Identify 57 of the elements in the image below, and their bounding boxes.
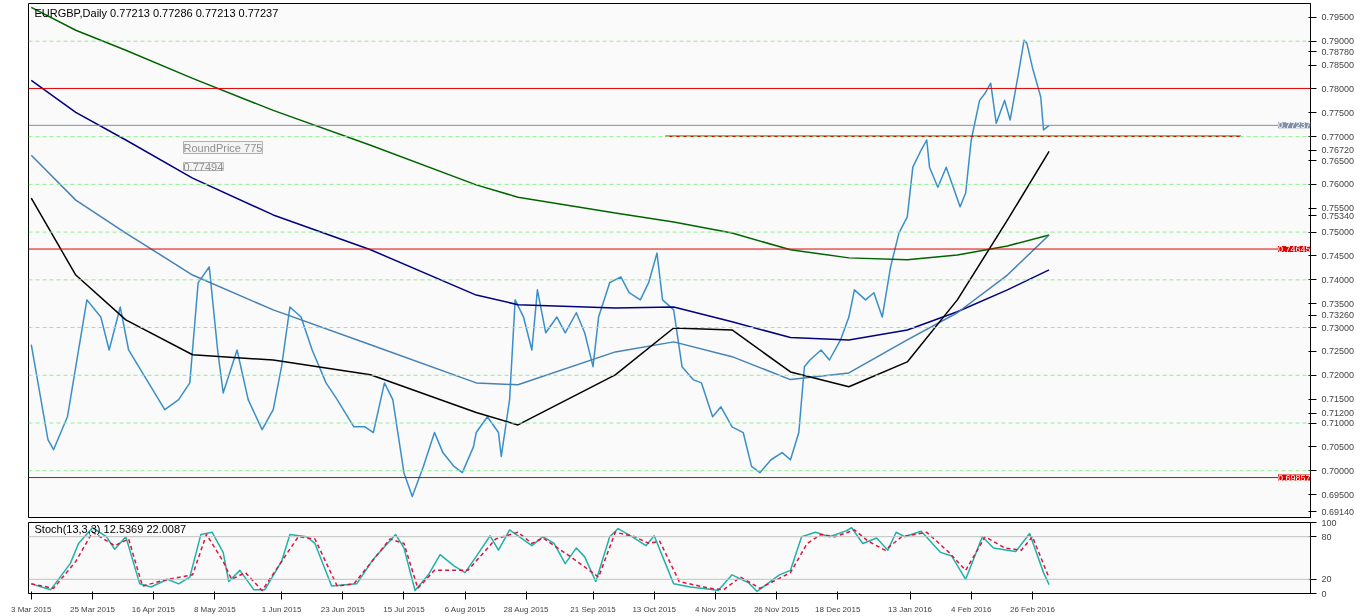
y-tick-label: 0.75000 — [1321, 227, 1355, 238]
y-tick-label: 0.73260 — [1321, 310, 1355, 321]
y-tick-label: 0.71500 — [1321, 394, 1355, 405]
x-tick-label: 23 Jun 2015 — [320, 604, 366, 614]
y-tick-label: 0.74000 — [1321, 274, 1355, 285]
y-tick-label: 100 — [1321, 517, 1337, 528]
y-tick-label: 0.76720 — [1321, 145, 1355, 156]
y-tick-label: 0.71000 — [1321, 418, 1355, 428]
ref-line-label: 0.77237 — [1277, 120, 1311, 131]
x-tick-label: 28 Aug 2015 — [503, 604, 550, 614]
line-series — [30, 79, 1050, 341]
chart-title: Stoch(13,3,3) 12.5369 22.0087 — [34, 522, 187, 535]
x-tick-label: 13 Oct 2015 — [632, 604, 677, 614]
x-tick-label: 26 Nov 2015 — [753, 604, 800, 614]
y-tick-label: 0.72500 — [1321, 346, 1355, 357]
x-tick-label: 4 Nov 2015 — [694, 604, 737, 614]
y-tick-label: 80 — [1321, 531, 1332, 542]
x-tick-label: 8 May 2015 — [193, 604, 237, 614]
y-tick-label: 0.69500 — [1321, 489, 1355, 500]
y-tick-label: 20 — [1321, 574, 1332, 585]
y-tick-label: 0.73500 — [1321, 298, 1355, 309]
y-tick-label: 0.76500 — [1321, 155, 1355, 166]
x-tick-label: 21 Sep 2015 — [570, 604, 617, 614]
x-tick-label: 18 Dec 2015 — [815, 604, 861, 614]
y-tick-label: 0.69140 — [1321, 506, 1355, 517]
ref-line-label: 0.74645 — [1277, 244, 1311, 255]
x-tick-label: 16 Apr 2015 — [131, 604, 176, 614]
x-tick-label: 1 Jun 2015 — [261, 604, 302, 614]
y-tick-label: 0.73000 — [1321, 322, 1355, 333]
y-tick-label: 0.77000 — [1321, 131, 1355, 142]
x-tick-label: 4 Feb 2016 — [950, 604, 993, 614]
line-series — [30, 150, 1050, 426]
x-tick-label: 26 Feb 2016 — [1009, 604, 1056, 614]
x-tick-label: 15 Jul 2015 — [383, 604, 426, 614]
y-tick-label: 0.72000 — [1321, 370, 1355, 381]
annotation: 0.77494 — [183, 160, 224, 173]
y-tick-label: 0.70000 — [1321, 465, 1355, 476]
x-tick-label: 25 Mar 2015 — [70, 604, 116, 614]
annotation: RoundPrice 775 — [183, 141, 263, 154]
x-tick-label: 13 Jan 2016 — [888, 604, 933, 614]
y-tick-label: 0.77500 — [1321, 107, 1355, 118]
x-tick-label: 3 Mar 2015 — [11, 604, 53, 614]
line-series — [30, 39, 1050, 498]
x-tick-label: 6 Aug 2015 — [444, 604, 486, 614]
y-tick-label: 0.70500 — [1321, 441, 1355, 452]
line-series — [30, 154, 1050, 386]
y-tick-label: 0.76000 — [1321, 179, 1355, 190]
y-tick-label: 0.78780 — [1321, 46, 1355, 57]
y-tick-label: 0.78000 — [1321, 83, 1355, 94]
ref-line-label: 0.69857 — [1277, 472, 1311, 483]
y-tick-label: 0.71200 — [1321, 408, 1355, 419]
y-tick-label: 0.79000 — [1321, 36, 1355, 47]
y-tick-label: 0 — [1321, 588, 1327, 599]
line-series — [30, 6, 1050, 261]
y-tick-label: 0.79500 — [1321, 12, 1355, 23]
y-tick-label: 0.78500 — [1321, 60, 1355, 71]
y-tick-label: 0.74500 — [1321, 250, 1355, 261]
